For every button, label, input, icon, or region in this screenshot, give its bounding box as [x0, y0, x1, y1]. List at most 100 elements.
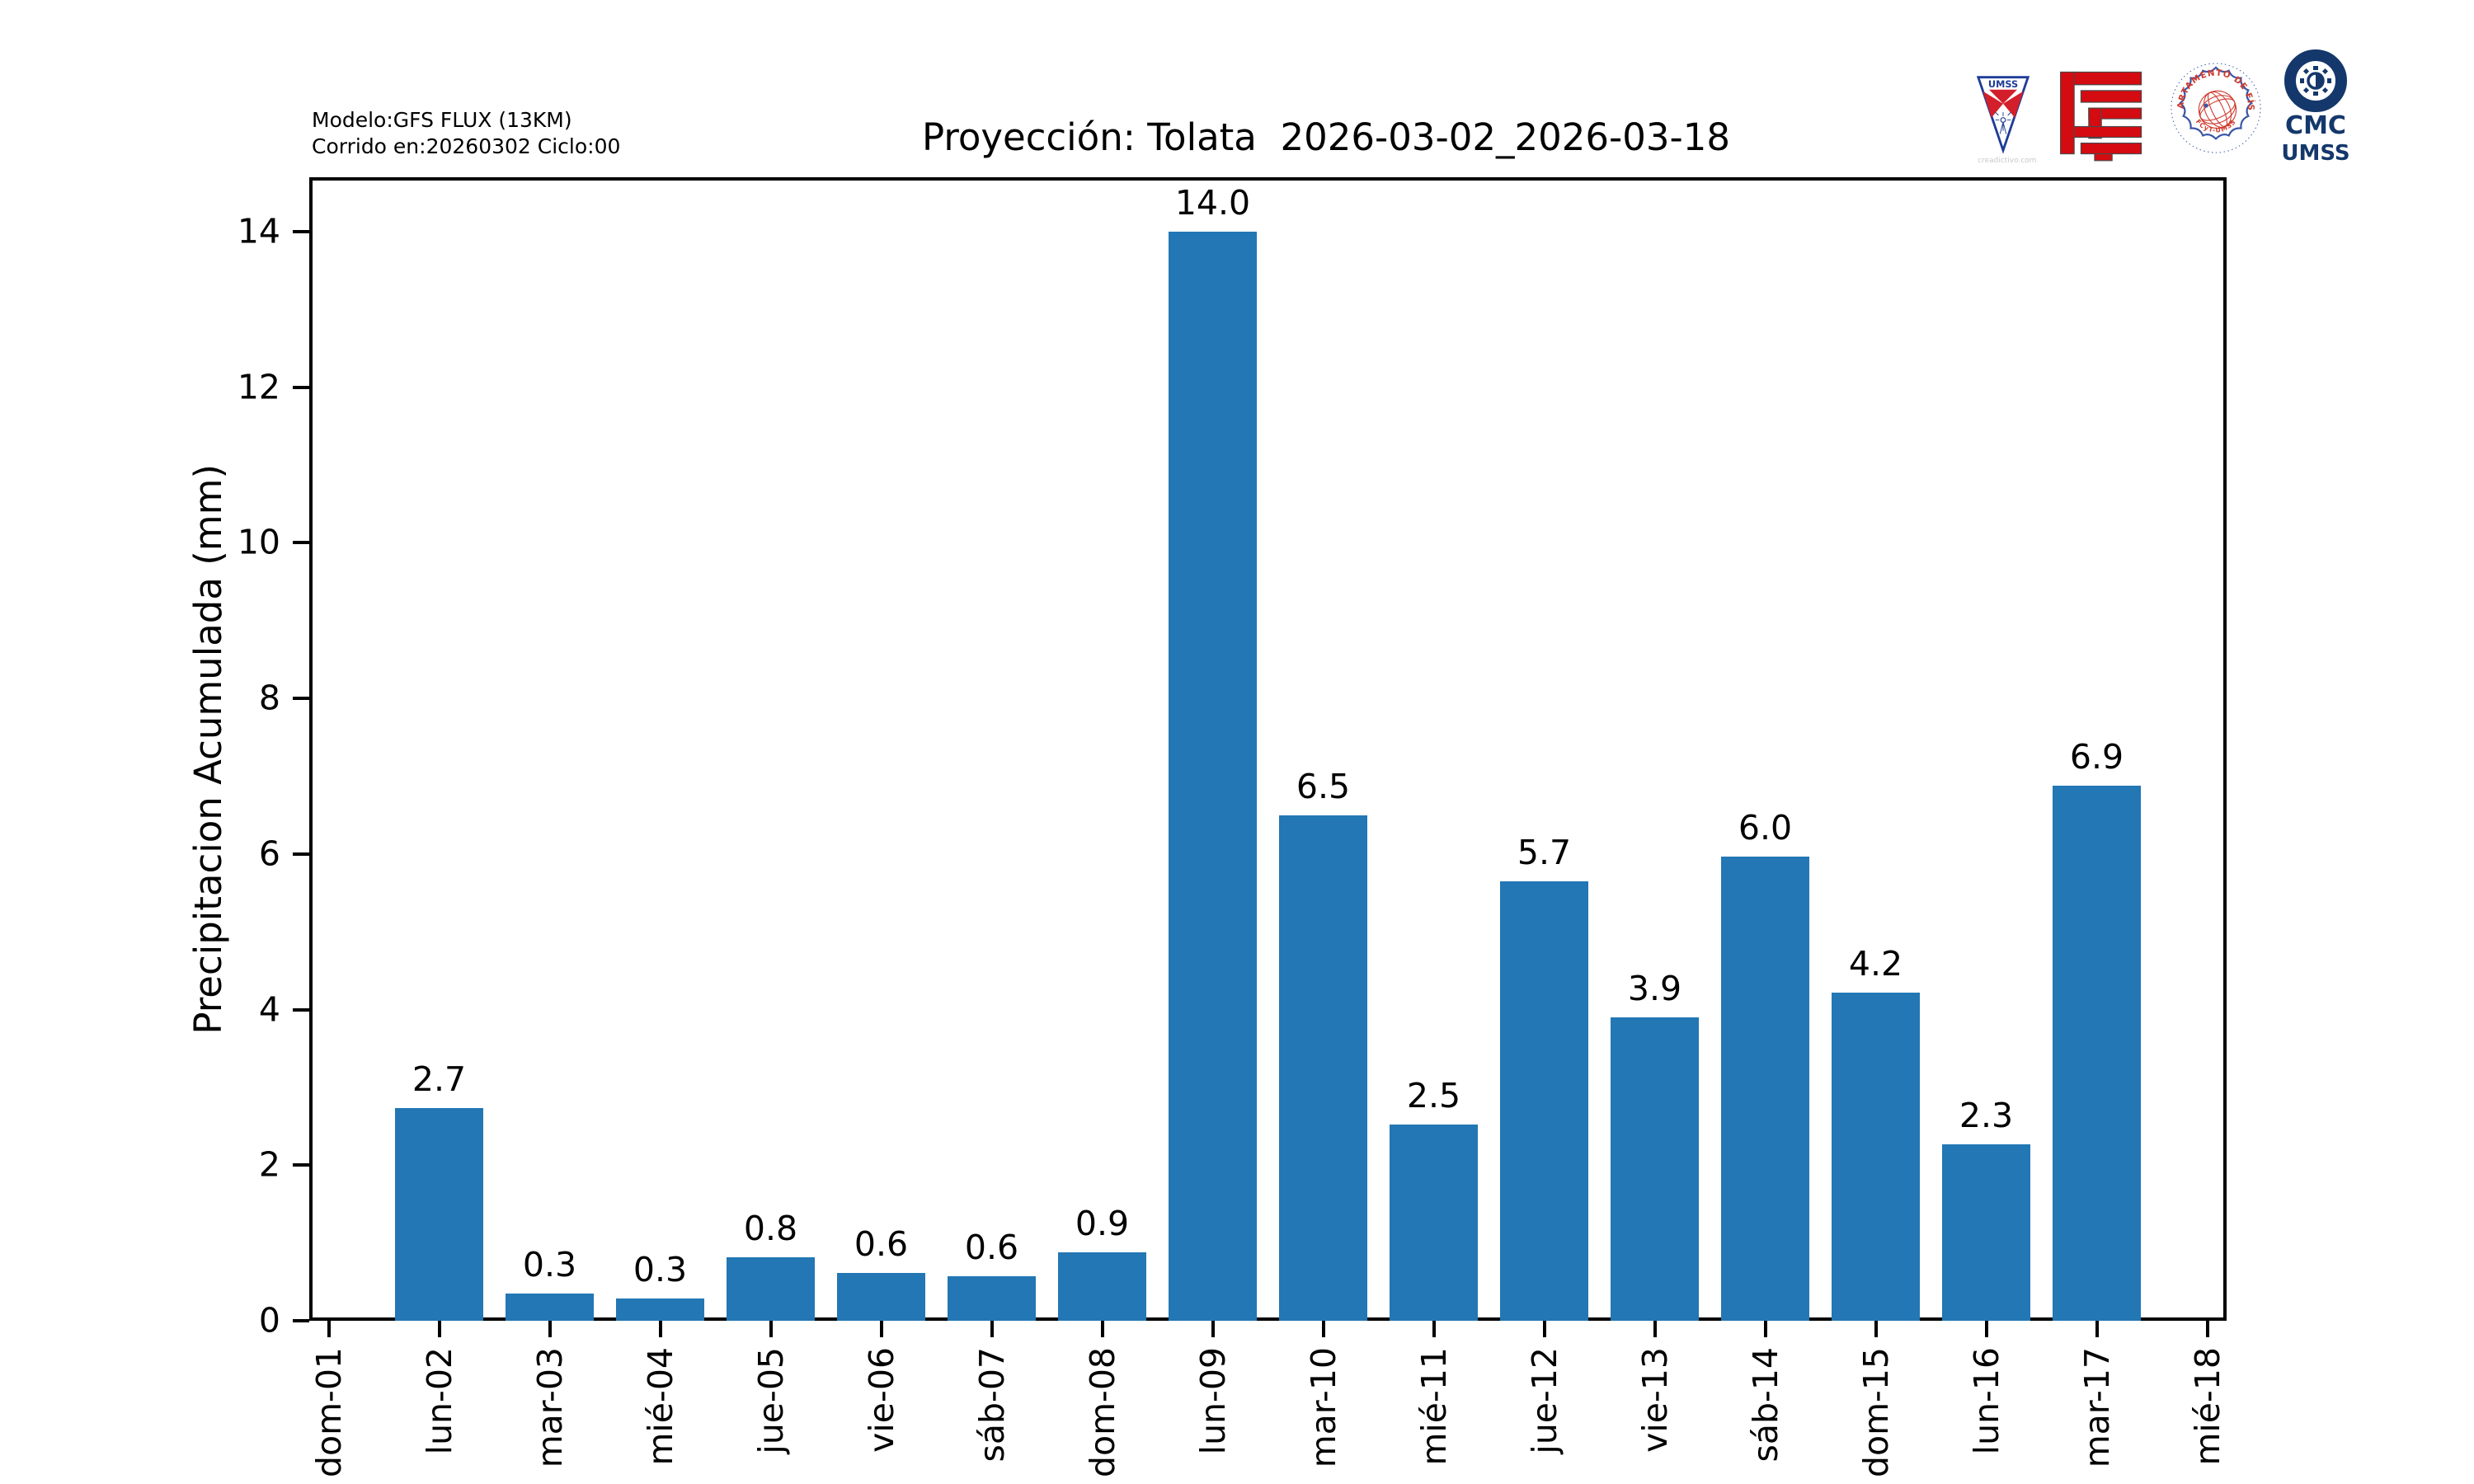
x-tick-label-mié-04: mié-04	[640, 1347, 680, 1466]
chart-title: Proyección: Tolata 2026-03-02_2026-03-18	[921, 115, 1731, 159]
x-tick-label-mié-18: mié-18	[2187, 1347, 2227, 1466]
x-tick	[879, 1321, 883, 1337]
y-tick-label: 8	[258, 678, 280, 718]
bar-jue-12	[1500, 881, 1588, 1321]
x-tick-label-vie-06: vie-06	[861, 1347, 901, 1453]
bar-value-label-mar-10: 6.5	[1296, 766, 1351, 806]
x-tick	[1432, 1321, 1436, 1337]
pennant-red-right	[2003, 91, 2024, 118]
x-tick	[437, 1321, 441, 1337]
x-tick	[1100, 1321, 1104, 1337]
model-info-line2: Corrido en:20260302 Ciclo:00	[312, 134, 621, 158]
cmc-sun-icon	[2300, 66, 2331, 96]
x-tick	[658, 1321, 662, 1337]
x-tick	[1321, 1321, 1325, 1337]
bar-value-label-lun-16: 2.3	[1959, 1095, 2014, 1135]
x-tick-label-lun-09: lun-09	[1192, 1347, 1233, 1455]
x-tick	[2205, 1321, 2209, 1337]
x-tick-label-sáb-14: sáb-14	[1745, 1347, 1785, 1463]
pennant-emblem-rays	[1995, 111, 2011, 134]
bar-mié-11	[1390, 1125, 1478, 1321]
bar-value-label-jue-12: 5.7	[1517, 832, 1572, 872]
y-tick	[293, 852, 309, 856]
seal-wavy-ring	[2178, 66, 2254, 140]
x-tick	[1763, 1321, 1767, 1337]
bar-value-label-mar-03: 0.3	[522, 1244, 577, 1284]
x-tick	[769, 1321, 773, 1337]
y-tick	[293, 230, 309, 234]
logo-row: UMSS	[1971, 43, 2359, 175]
x-tick	[990, 1321, 994, 1337]
x-tick	[1984, 1321, 1988, 1337]
x-tick-label-mar-03: mar-03	[529, 1347, 570, 1468]
seal-dotted-ring	[2171, 63, 2261, 153]
pennant-red-left	[1982, 91, 2003, 118]
y-tick-label: 6	[258, 834, 280, 874]
bar-dom-15	[1832, 992, 1920, 1321]
x-tick	[2095, 1321, 2099, 1337]
bar-value-label-vie-13: 3.9	[1627, 969, 1682, 1009]
fcyt-bar-2	[2080, 90, 2142, 103]
x-tick-label-vie-13: vie-13	[1634, 1347, 1675, 1453]
bar-lun-09	[1169, 232, 1257, 1321]
y-tick-label: 12	[237, 367, 280, 407]
seal-globe	[2198, 90, 2237, 129]
y-tick-label: 2	[258, 1144, 280, 1185]
x-tick	[548, 1321, 552, 1337]
bar-mié-04	[616, 1298, 704, 1321]
bar-sáb-07	[948, 1276, 1036, 1321]
bar-value-label-lun-09: 14.0	[1174, 183, 1251, 223]
x-tick-label-dom-15: dom-15	[1856, 1347, 1896, 1478]
fcyt-bottom-tab	[2094, 153, 2113, 162]
x-tick-label-lun-02: lun-02	[419, 1347, 459, 1455]
bar-vie-13	[1611, 1017, 1699, 1321]
bar-value-label-mar-17: 6.9	[2069, 736, 2124, 777]
bar-value-label-dom-15: 4.2	[1848, 943, 1903, 984]
y-tick	[293, 1163, 309, 1167]
bar-value-label-lun-02: 2.7	[412, 1059, 467, 1100]
x-tick-label-dom-08: dom-08	[1082, 1347, 1122, 1478]
x-tick	[1874, 1321, 1878, 1337]
bar-value-label-dom-08: 0.9	[1075, 1203, 1130, 1243]
umss-pennant-logo: UMSS	[1976, 76, 2030, 154]
y-tick-label: 4	[258, 989, 280, 1030]
bar-sáb-14	[1721, 856, 1809, 1321]
fcyt-logo	[2060, 71, 2142, 162]
y-tick	[293, 1319, 309, 1322]
x-tick	[1653, 1321, 1657, 1337]
x-tick-label-jue-05: jue-05	[750, 1347, 791, 1454]
x-tick-label-lun-16: lun-16	[1966, 1347, 2006, 1455]
y-tick-label: 0	[258, 1300, 280, 1341]
x-tick-label-jue-12: jue-12	[1524, 1347, 1564, 1454]
model-info: Modelo:GFS FLUX (13KM) Corrido en:202603…	[312, 107, 620, 160]
y-tick	[293, 541, 309, 545]
bar-value-label-mié-04: 0.3	[633, 1249, 688, 1289]
y-tick	[293, 697, 309, 701]
cmc-umss-logo: CMC UMSS	[2281, 49, 2350, 166]
x-tick	[1211, 1321, 1215, 1337]
y-tick-label: 14	[237, 211, 280, 251]
y-tick-label: 10	[237, 522, 280, 562]
x-tick-label-mié-11: mié-11	[1413, 1347, 1454, 1466]
pennant-umss-text: UMSS	[1988, 79, 2018, 90]
fcyt-bar-4	[2073, 125, 2142, 139]
fisica-seal-logo: DEPARTAMENTO DE FÍSICA FCyT-UMSS	[2167, 54, 2261, 153]
bar-value-label-vie-06: 0.6	[854, 1223, 909, 1264]
x-tick-label-sáb-07: sáb-07	[971, 1347, 1012, 1463]
bar-mar-03	[506, 1293, 594, 1321]
cmc-text: CMC	[2285, 111, 2346, 140]
bar-value-label-sáb-07: 0.6	[964, 1228, 1019, 1268]
pennant-watermark: creadictivo.com	[1978, 157, 2037, 165]
fcyt-left-bar	[2060, 71, 2075, 155]
bar-value-label-sáb-14: 6.0	[1738, 807, 1793, 848]
bar-vie-06	[837, 1272, 925, 1321]
x-tick-label-mar-17: mar-17	[2077, 1347, 2117, 1468]
cmc-umss-text: UMSS	[2281, 141, 2349, 166]
seal-globe-dot	[2204, 103, 2208, 108]
x-tick	[1542, 1321, 1546, 1337]
bar-value-label-mié-11: 2.5	[1406, 1076, 1461, 1116]
cmc-ring	[2284, 49, 2347, 112]
pennant-red-top	[1989, 89, 2017, 104]
bar-dom-08	[1058, 1252, 1146, 1321]
